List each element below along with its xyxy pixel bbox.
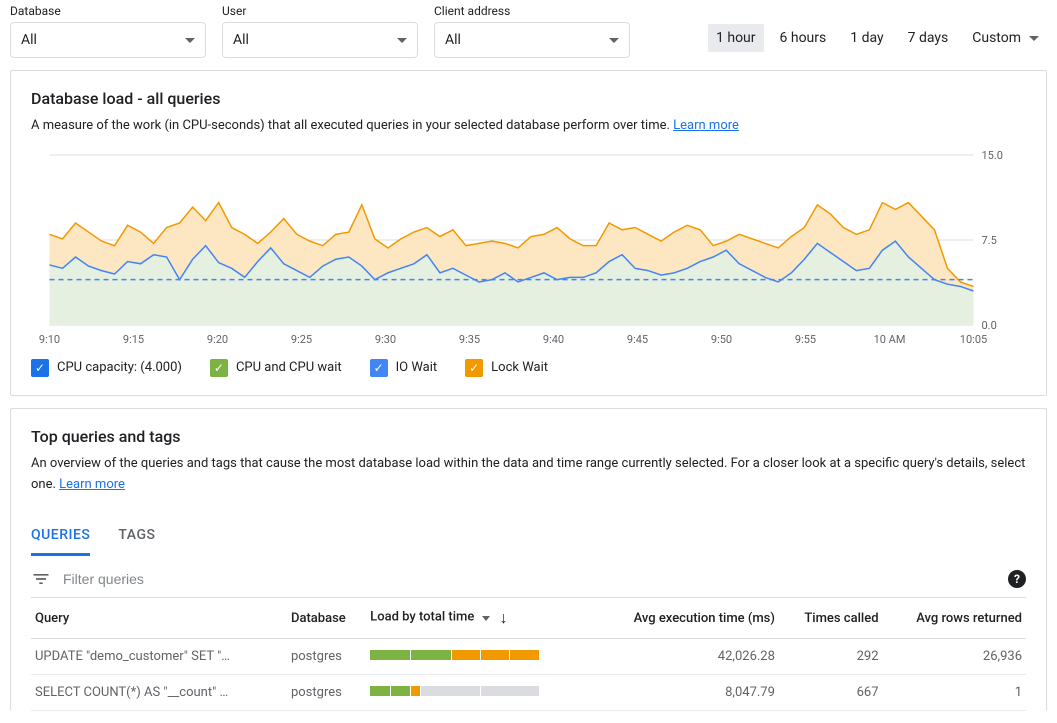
avg-rows-cell: 1 <box>883 675 1026 711</box>
load-panel-description: A measure of the work (in CPU-seconds) t… <box>31 116 1026 137</box>
legend-label: Lock Wait <box>491 360 548 375</box>
loadbar-cell <box>366 639 590 675</box>
client-dropdown[interactable]: All <box>434 22 630 58</box>
avg-exec-cell: 8,047.79 <box>591 675 779 711</box>
svg-text:7.5: 7.5 <box>982 234 997 247</box>
svg-text:9:20: 9:20 <box>207 333 228 346</box>
times-called-cell: 667 <box>779 675 883 711</box>
table-row[interactable]: UPDATE "demo_customer" SET "… postgres 4… <box>31 639 1026 675</box>
sort-desc-icon <box>482 616 490 621</box>
table-column-header[interactable]: Load by total time ↓ <box>366 598 590 639</box>
checkbox-icon: ✓ <box>465 359 483 377</box>
svg-text:9:40: 9:40 <box>543 333 564 346</box>
svg-text:15.0: 15.0 <box>982 149 1003 162</box>
chevron-down-icon <box>1029 36 1039 41</box>
user-dropdown-value: All <box>233 32 249 48</box>
user-dropdown[interactable]: All <box>222 22 418 58</box>
legend-label: CPU and CPU wait <box>236 360 342 375</box>
top-filter-bar: Database All User All Client address All… <box>0 0 1057 58</box>
client-filter-label: Client address <box>434 4 630 18</box>
arrow-down-icon: ↓ <box>500 608 508 628</box>
table-column-header[interactable]: Avg execution time (ms) <box>591 598 779 639</box>
load-chart: 0.0 7.5 15.0 9:10 9:15 9:20 9:25 9:30 9:35 9:40 9:… <box>31 149 1026 349</box>
database-cell: postgres <box>287 639 366 675</box>
load-panel-title: Database load - all queries <box>31 89 1026 108</box>
database-dropdown[interactable]: All <box>10 22 206 58</box>
top-queries-panel: Top queries and tags An overview of the … <box>10 408 1047 712</box>
chevron-down-icon <box>185 38 195 43</box>
tab-tags[interactable]: TAGS <box>118 517 155 556</box>
load-bar <box>370 650 540 660</box>
table-column-header[interactable]: Avg rows returned <box>883 598 1026 639</box>
query-tabs: QUERIES TAGS <box>31 517 1026 557</box>
chart-legend: ✓CPU capacity: (4.000)✓CPU and CPU wait✓… <box>31 359 1026 377</box>
queries-panel-description: An overview of the queries and tags that… <box>31 454 1026 496</box>
table-column-header[interactable]: Query <box>31 598 287 639</box>
svg-text:9:45: 9:45 <box>627 333 648 346</box>
table-header-row: QueryDatabaseLoad by total time ↓Avg exe… <box>31 598 1026 639</box>
checkbox-icon: ✓ <box>31 359 49 377</box>
learn-more-link[interactable]: Learn more <box>59 477 125 492</box>
svg-text:9:35: 9:35 <box>459 333 480 346</box>
svg-text:9:50: 9:50 <box>711 333 732 346</box>
avg-rows-cell: 26,936 <box>883 639 1026 675</box>
load-chart-container: 0.0 7.5 15.0 9:10 9:15 9:20 9:25 9:30 9:35 9:40 9:… <box>31 149 1026 349</box>
database-load-panel: Database load - all queries A measure of… <box>10 70 1047 396</box>
queries-table: QueryDatabaseLoad by total time ↓Avg exe… <box>31 597 1026 711</box>
legend-label: CPU capacity: (4.000) <box>57 360 182 375</box>
query-cell: SELECT COUNT(*) AS "__count" … <box>31 675 287 711</box>
svg-text:9:10: 9:10 <box>39 333 60 346</box>
help-icon[interactable]: ? <box>1008 570 1026 588</box>
query-filter-row: ? <box>31 557 1026 597</box>
client-filter-group: Client address All <box>434 4 630 58</box>
svg-text:9:55: 9:55 <box>795 333 816 346</box>
filter-queries-input[interactable] <box>63 571 996 587</box>
queries-panel-title: Top queries and tags <box>31 427 1026 446</box>
chevron-down-icon <box>609 38 619 43</box>
svg-text:0.0: 0.0 <box>982 319 997 332</box>
time-range-7-days[interactable]: 7 days <box>900 24 957 52</box>
checkbox-icon: ✓ <box>210 359 228 377</box>
learn-more-link[interactable]: Learn more <box>673 118 739 133</box>
database-filter-label: Database <box>10 4 206 18</box>
time-range-custom[interactable]: Custom <box>964 24 1047 52</box>
time-range-selector: 1 hour 6 hours1 day 7 daysCustom <box>708 24 1047 52</box>
svg-text:9:30: 9:30 <box>375 333 396 346</box>
table-column-header[interactable]: Times called <box>779 598 883 639</box>
table-row[interactable]: SELECT COUNT(*) AS "__count" … postgres … <box>31 675 1026 711</box>
user-filter-label: User <box>222 4 418 18</box>
time-range-6-hours[interactable]: 6 hours <box>772 24 835 52</box>
queries-panel-desc-text: An overview of the queries and tags that… <box>31 456 1025 492</box>
load-panel-desc-text: A measure of the work (in CPU-seconds) t… <box>31 118 673 133</box>
loadbar-cell <box>366 675 590 711</box>
user-filter-group: User All <box>222 4 418 58</box>
database-dropdown-value: All <box>21 32 37 48</box>
load-bar <box>370 686 540 696</box>
svg-text:9:15: 9:15 <box>123 333 144 346</box>
legend-item[interactable]: ✓ IO Wait <box>370 359 438 377</box>
database-filter-group: Database All <box>10 4 206 58</box>
table-column-header[interactable]: Database <box>287 598 366 639</box>
svg-text:10 AM: 10 AM <box>874 333 906 346</box>
time-range-1-day[interactable]: 1 day <box>842 24 891 52</box>
checkbox-icon: ✓ <box>370 359 388 377</box>
avg-exec-cell: 42,026.28 <box>591 639 779 675</box>
times-called-cell: 292 <box>779 639 883 675</box>
database-cell: postgres <box>287 675 366 711</box>
client-dropdown-value: All <box>445 32 461 48</box>
svg-text:10:05: 10:05 <box>960 333 987 346</box>
chevron-down-icon <box>397 38 407 43</box>
legend-item[interactable]: ✓ CPU capacity: (4.000) <box>31 359 182 377</box>
legend-item[interactable]: ✓ Lock Wait <box>465 359 548 377</box>
time-range-1-hour[interactable]: 1 hour <box>708 24 764 52</box>
filter-icon[interactable] <box>31 569 51 589</box>
legend-item[interactable]: ✓ CPU and CPU wait <box>210 359 342 377</box>
query-cell: UPDATE "demo_customer" SET "… <box>31 639 287 675</box>
svg-text:9:25: 9:25 <box>291 333 312 346</box>
tab-queries[interactable]: QUERIES <box>31 517 90 556</box>
legend-label: IO Wait <box>396 360 438 375</box>
